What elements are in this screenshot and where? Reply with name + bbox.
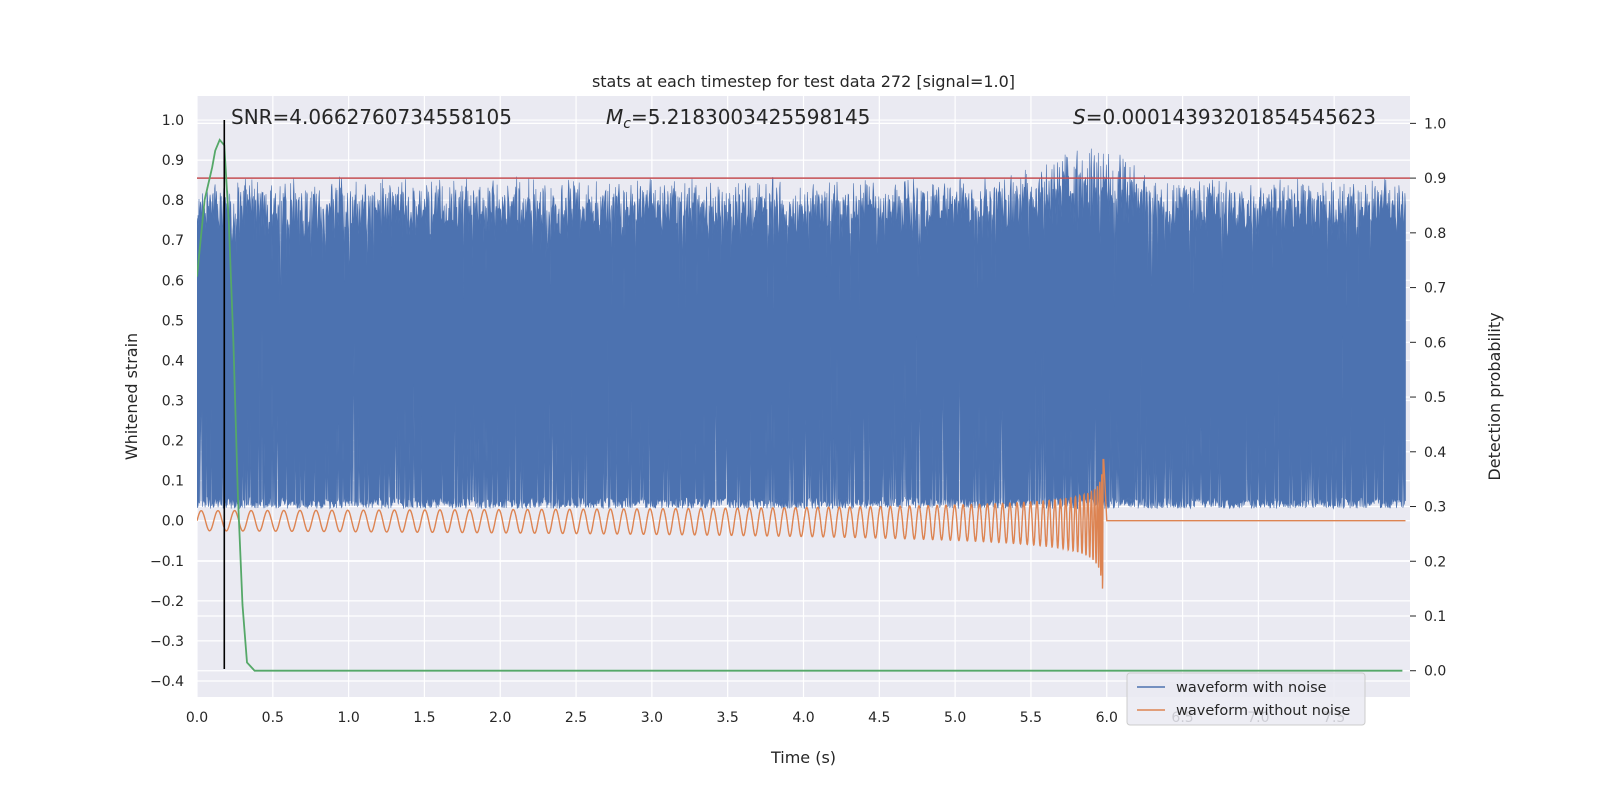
y-tick-label: 0.6	[162, 273, 184, 289]
x-tick-label: 3.0	[641, 710, 663, 726]
y-tick-label: −0.2	[150, 594, 184, 610]
snr-annotation: SNR=4.0662760734558105	[231, 105, 512, 129]
series-detection-probability	[197, 138, 1403, 672]
y2-tick-label: 1.0	[1424, 116, 1446, 132]
x-tick-label: 5.5	[1020, 710, 1042, 726]
y-tick-label: 0.9	[162, 153, 184, 169]
x-tick-label: 4.5	[868, 710, 890, 726]
x-tick-label: 4.0	[792, 710, 814, 726]
y-tick-label: 1.0	[162, 113, 184, 129]
s-annotation: S=0.00014393201854545623	[1073, 105, 1376, 129]
legend-label-noise: waveform with noise	[1176, 680, 1327, 696]
y-tick-label: 0.0	[162, 514, 184, 530]
y-tick-label: 0.5	[162, 313, 184, 329]
chirp-mass-annotation: Mc=5.2183003425598145	[606, 105, 870, 132]
x-tick-label: 1.0	[337, 710, 359, 726]
legend-box	[1126, 672, 1366, 726]
y2-axis-label: Detection probability	[1485, 312, 1504, 480]
x-tick-label: 3.5	[717, 710, 739, 726]
y2-tick-label: 0.2	[1424, 554, 1446, 570]
x-tick-label: 5.0	[944, 710, 966, 726]
y-tick-label: −0.4	[150, 674, 184, 690]
y-axis-right: 0.0 0.1 0.2 0.3 0.4 0.5 0.6 0.7 0.8 0.9 1.0	[1410, 116, 1446, 680]
chart-title: stats at each timestep for test data 272…	[592, 72, 1015, 91]
y2-tick-label: 0.7	[1424, 281, 1446, 297]
y2-tick-label: 0.5	[1424, 390, 1446, 406]
y2-tick-label: 0.1	[1424, 609, 1446, 625]
x-axis-label: Time (s)	[770, 748, 836, 767]
s-value: =0.00014393201854545623	[1086, 105, 1376, 129]
y2-tick-label: 0.9	[1424, 171, 1446, 187]
chirp-mass-subscript: c	[623, 116, 631, 132]
chirp-mass-symbol: M	[606, 105, 623, 129]
legend-label-clean: waveform without noise	[1176, 703, 1350, 719]
s-symbol: S	[1073, 105, 1086, 129]
y2-tick-label: 0.4	[1424, 445, 1446, 461]
y-tick-label: 0.3	[162, 394, 184, 410]
series-waveform-without-noise	[197, 458, 1406, 589]
legend: waveform with noise waveform without noi…	[1126, 672, 1366, 726]
y-axis-label: Whitened strain	[122, 333, 141, 460]
x-tick-label: 6.0	[1096, 710, 1118, 726]
y-tick-label: 0.2	[162, 434, 184, 450]
y-tick-label: 0.8	[162, 193, 184, 209]
y2-tick-label: 0.6	[1424, 335, 1446, 351]
series-waveform-with-noise	[197, 148, 1406, 510]
x-tick-label: 0.5	[262, 710, 284, 726]
x-tick-label: 2.5	[565, 710, 587, 726]
y2-tick-label: 0.3	[1424, 500, 1446, 516]
chirp-mass-value: =5.2183003425598145	[631, 105, 870, 129]
y-tick-label: −0.1	[150, 554, 184, 570]
plot-content	[197, 120, 1410, 672]
x-tick-label: 1.5	[413, 710, 435, 726]
y2-tick-label: 0.8	[1424, 226, 1446, 242]
x-tick-label: 0.0	[186, 710, 208, 726]
series-layer	[197, 120, 1410, 672]
y-tick-label: 0.4	[162, 353, 184, 369]
y-tick-label: 0.7	[162, 233, 184, 249]
y-tick-label: 0.1	[162, 474, 184, 490]
y2-tick-label: 0.0	[1424, 664, 1446, 680]
x-tick-label: 2.0	[489, 710, 511, 726]
y-axis-left: −0.4 −0.3 −0.2 −0.1 0.0 0.1 0.2 0.3 0.4 0.5 0.6 0.7…	[150, 113, 184, 690]
y-tick-label: −0.3	[150, 634, 184, 650]
